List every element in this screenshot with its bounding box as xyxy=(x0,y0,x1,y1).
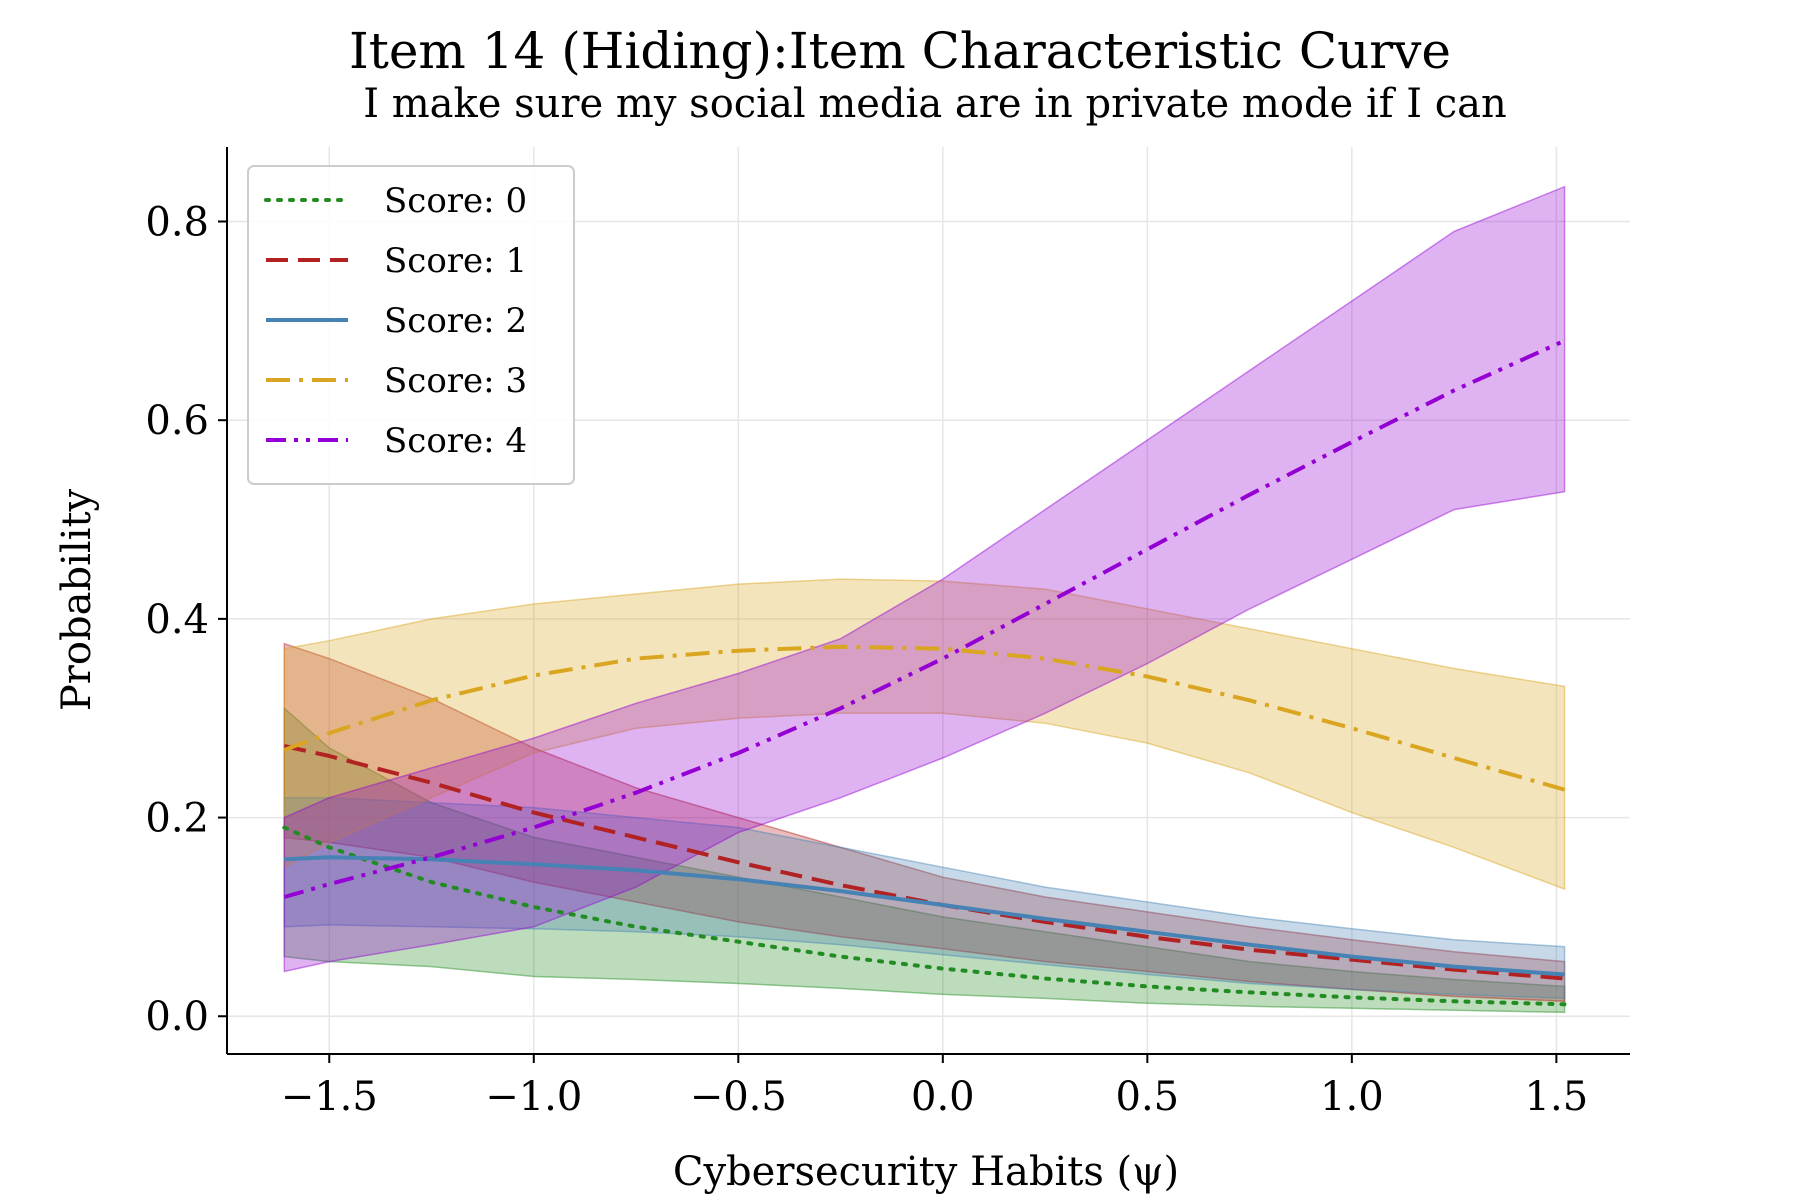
y-tick-label: 0.4 xyxy=(145,597,209,643)
y-tick-label: 0.6 xyxy=(145,398,209,444)
axes xyxy=(218,147,1630,1063)
line-score-4 xyxy=(283,338,1566,899)
legend-label-4: Score: 4 xyxy=(384,421,527,461)
line-score-2 xyxy=(284,855,1565,977)
legend-label-2: Score: 2 xyxy=(384,301,527,341)
y-tick-label: 0.8 xyxy=(145,200,209,246)
x-tick-label: −0.5 xyxy=(690,1074,787,1120)
y-tick-label: 0.2 xyxy=(145,796,209,842)
band-score-3 xyxy=(283,578,1566,891)
band-score-2 xyxy=(283,796,1566,1000)
legend-label-0: Score: 0 xyxy=(384,181,527,221)
confidence-bands xyxy=(283,185,1566,1014)
band-score-4 xyxy=(283,185,1566,973)
chart-subtitle: I make sure my social media are in priva… xyxy=(363,81,1507,127)
x-axis-label: Cybersecurity Habits (ψ) xyxy=(673,1149,1179,1195)
band-score-0 xyxy=(283,706,1566,1014)
y-tick-label: 0.0 xyxy=(145,994,209,1040)
line-score-3 xyxy=(283,644,1566,792)
x-tick-label: 1.0 xyxy=(1320,1074,1384,1120)
line-score-0 xyxy=(282,825,1567,1007)
line-score-1 xyxy=(283,744,1565,981)
x-tick-label: 0.0 xyxy=(911,1074,975,1120)
x-tick-label: −1.0 xyxy=(485,1074,582,1120)
chart-title: Item 14 (Hiding):Item Characteristic Cur… xyxy=(349,22,1451,80)
y-axis-label: Probability xyxy=(54,488,100,711)
x-tick-label: 0.5 xyxy=(1116,1074,1180,1120)
legend-label-3: Score: 3 xyxy=(384,361,527,401)
series-lines xyxy=(282,338,1567,1007)
legend-box xyxy=(247,165,575,485)
legend-label-1: Score: 1 xyxy=(384,241,527,281)
x-tick-label: −1.5 xyxy=(281,1074,378,1120)
tick-labels: −1.5 −1.0 −0.5 0.0 0.5 1.0 1.5 0.0 0.2 0.4 0.6 0.8 xyxy=(145,200,1588,1120)
x-tick-label: 1.5 xyxy=(1525,1074,1589,1120)
legend: Score: 0 Score: 1 Score: 2 Score: 3 Score: 4 xyxy=(247,165,575,485)
